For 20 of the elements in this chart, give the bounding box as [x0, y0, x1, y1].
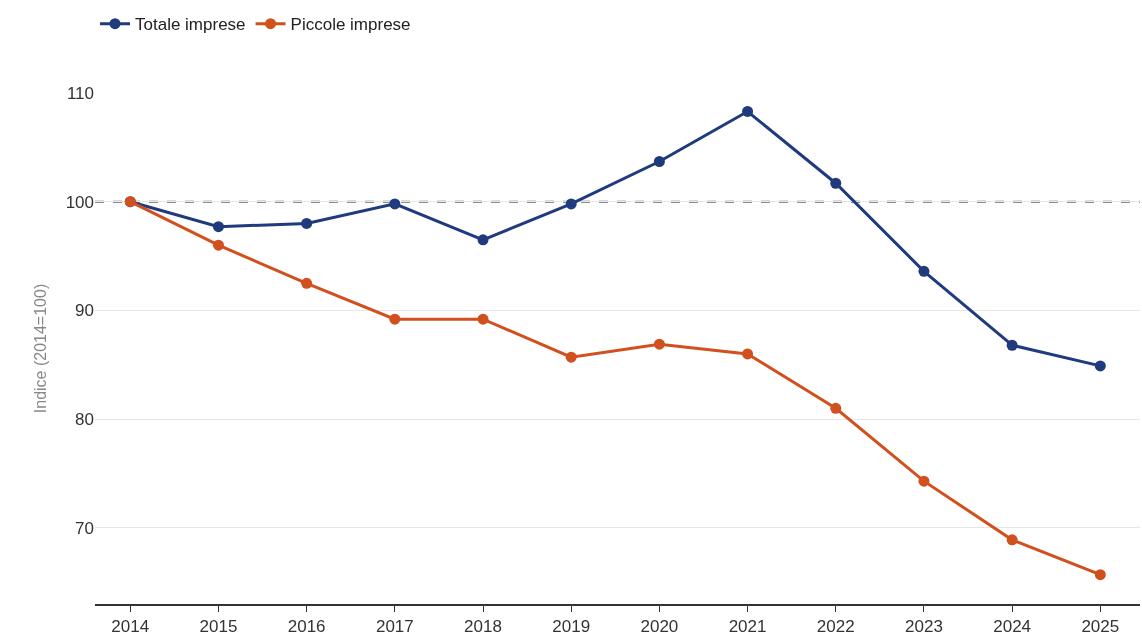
y-tick-label: 100 — [65, 192, 94, 212]
x-tick-label: 2015 — [199, 617, 238, 637]
y-tick-label: 90 — [75, 301, 94, 321]
x-tick-label: 2014 — [111, 617, 150, 637]
x-tick-label: 2025 — [1081, 617, 1120, 637]
x-tick-label: 2022 — [816, 617, 855, 637]
x-tick-label: 2019 — [552, 617, 591, 637]
x-tick-label: 2023 — [905, 617, 943, 637]
y-axis-title: Indice (2014=100) — [31, 283, 49, 414]
legend-label: Totale imprese — [135, 15, 246, 35]
x-tick-label: 2024 — [993, 617, 1032, 637]
x-tick-label: 2016 — [287, 617, 326, 637]
y-tick-label: 110 — [66, 83, 94, 103]
x-tick-label: 2017 — [375, 617, 414, 637]
y-tick-label: 80 — [75, 410, 94, 430]
legend-label: Piccole imprese — [290, 15, 411, 35]
x-tick-label: 2020 — [640, 617, 679, 637]
x-tick-label: 2021 — [728, 617, 767, 637]
x-tick-label: 2018 — [464, 617, 502, 637]
y-tick-label: 70 — [75, 518, 94, 538]
